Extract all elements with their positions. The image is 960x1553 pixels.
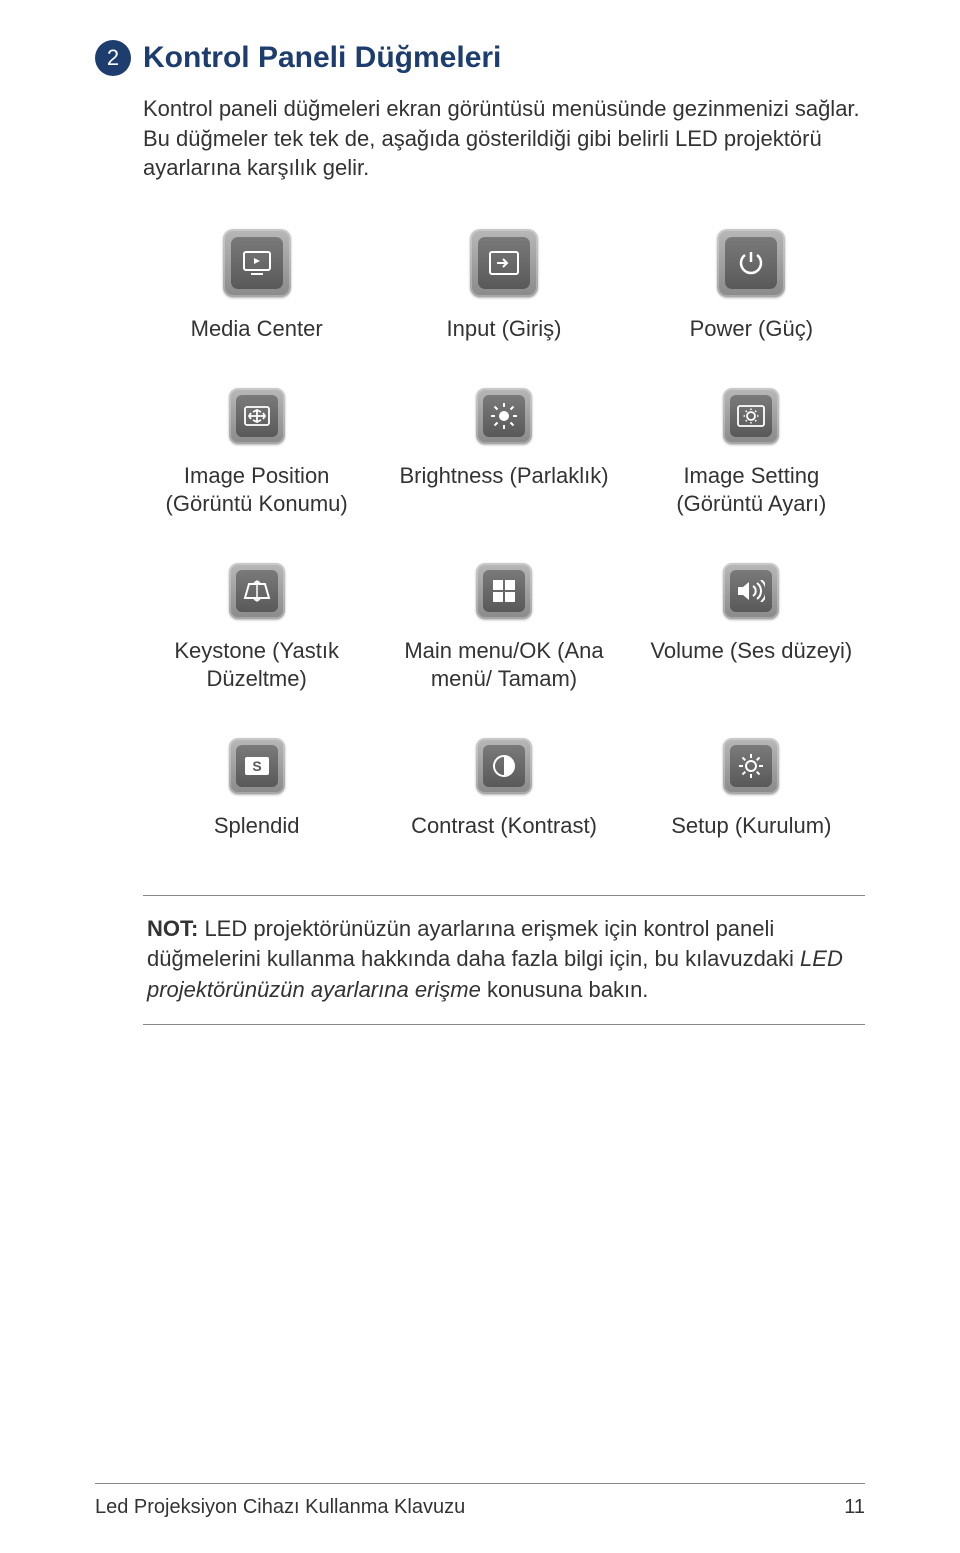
splendid-label: Splendid: [214, 812, 300, 841]
media-center-button[interactable]: [223, 229, 291, 297]
section-number: 2: [107, 45, 119, 71]
note-label: NOT:: [147, 916, 198, 941]
power-label: Power (Güç): [690, 315, 813, 344]
keystone-icon: [243, 580, 271, 602]
image-position-label: Image Position (Görüntü Konumu): [147, 462, 367, 519]
power-icon: [738, 250, 764, 276]
splendid-button[interactable]: S: [229, 738, 285, 794]
note-body-after: konusuna bakın.: [481, 977, 649, 1002]
section-intro: Kontrol paneli düğmeleri ekran görüntüsü…: [143, 94, 865, 183]
main-menu-icon: [493, 580, 515, 602]
page-content: 2 Kontrol Paneli Düğmeleri Kontrol panel…: [0, 0, 960, 1025]
input-icon: [489, 251, 519, 275]
volume-label: Volume (Ses düzeyi): [650, 637, 852, 666]
input-label: Input (Giriş): [447, 315, 562, 344]
input-button[interactable]: [470, 229, 538, 297]
cell-contrast: Contrast (Kontrast): [390, 738, 617, 841]
cell-input: Input (Giriş): [390, 229, 617, 344]
contrast-icon: [492, 754, 516, 778]
image-setting-label: Image Setting (Görüntü Ayarı): [641, 462, 861, 519]
setup-icon: [738, 753, 764, 779]
footer-page-number: 11: [844, 1496, 865, 1519]
contrast-label: Contrast (Kontrast): [411, 812, 597, 841]
cell-image-setting: Image Setting (Görüntü Ayarı): [638, 388, 865, 519]
volume-button[interactable]: [723, 563, 779, 619]
cell-brightness: Brightness (Parlaklık): [390, 388, 617, 519]
splendid-icon: S: [244, 756, 270, 776]
media-center-label: Media Center: [191, 315, 323, 344]
note-box: NOT: LED projektörünüzün ayarlarına eriş…: [143, 895, 865, 1025]
cell-splendid: S Splendid: [143, 738, 370, 841]
cell-volume: Volume (Ses düzeyi): [638, 563, 865, 694]
brightness-icon: [490, 402, 518, 430]
button-grid: Media Center Input (Giriş): [143, 229, 865, 841]
setup-label: Setup (Kurulum): [671, 812, 831, 841]
main-menu-label: Main menu/OK (Ana menü/ Tamam): [394, 637, 614, 694]
keystone-button[interactable]: [229, 563, 285, 619]
section-number-badge: 2: [95, 40, 131, 76]
main-menu-button[interactable]: [476, 563, 532, 619]
contrast-button[interactable]: [476, 738, 532, 794]
section-title: Kontrol Paneli Düğmeleri: [143, 41, 501, 75]
power-button[interactable]: [717, 229, 785, 297]
cell-main-menu: Main menu/OK (Ana menü/ Tamam): [390, 563, 617, 694]
note-body-before: LED projektörünüzün ayarlarına erişmek i…: [147, 916, 800, 972]
volume-icon: [737, 580, 765, 602]
brightness-button[interactable]: [476, 388, 532, 444]
image-setting-icon: [737, 405, 765, 427]
setup-button[interactable]: [723, 738, 779, 794]
keystone-label: Keystone (Yastık Düzeltme): [147, 637, 367, 694]
media-center-icon: [243, 251, 271, 275]
brightness-label: Brightness (Parlaklık): [399, 462, 608, 491]
cell-media-center: Media Center: [143, 229, 370, 344]
image-position-button[interactable]: [229, 388, 285, 444]
image-position-icon: [244, 406, 270, 426]
page-footer: Led Projeksiyon Cihazı Kullanma Klavuzu …: [95, 1483, 865, 1519]
cell-image-position: Image Position (Görüntü Konumu): [143, 388, 370, 519]
cell-keystone: Keystone (Yastık Düzeltme): [143, 563, 370, 694]
image-setting-button[interactable]: [723, 388, 779, 444]
footer-left: Led Projeksiyon Cihazı Kullanma Klavuzu: [95, 1496, 465, 1519]
cell-power: Power (Güç): [638, 229, 865, 344]
cell-setup: Setup (Kurulum): [638, 738, 865, 841]
svg-text:S: S: [252, 758, 261, 774]
section-header: 2 Kontrol Paneli Düğmeleri: [95, 40, 865, 76]
